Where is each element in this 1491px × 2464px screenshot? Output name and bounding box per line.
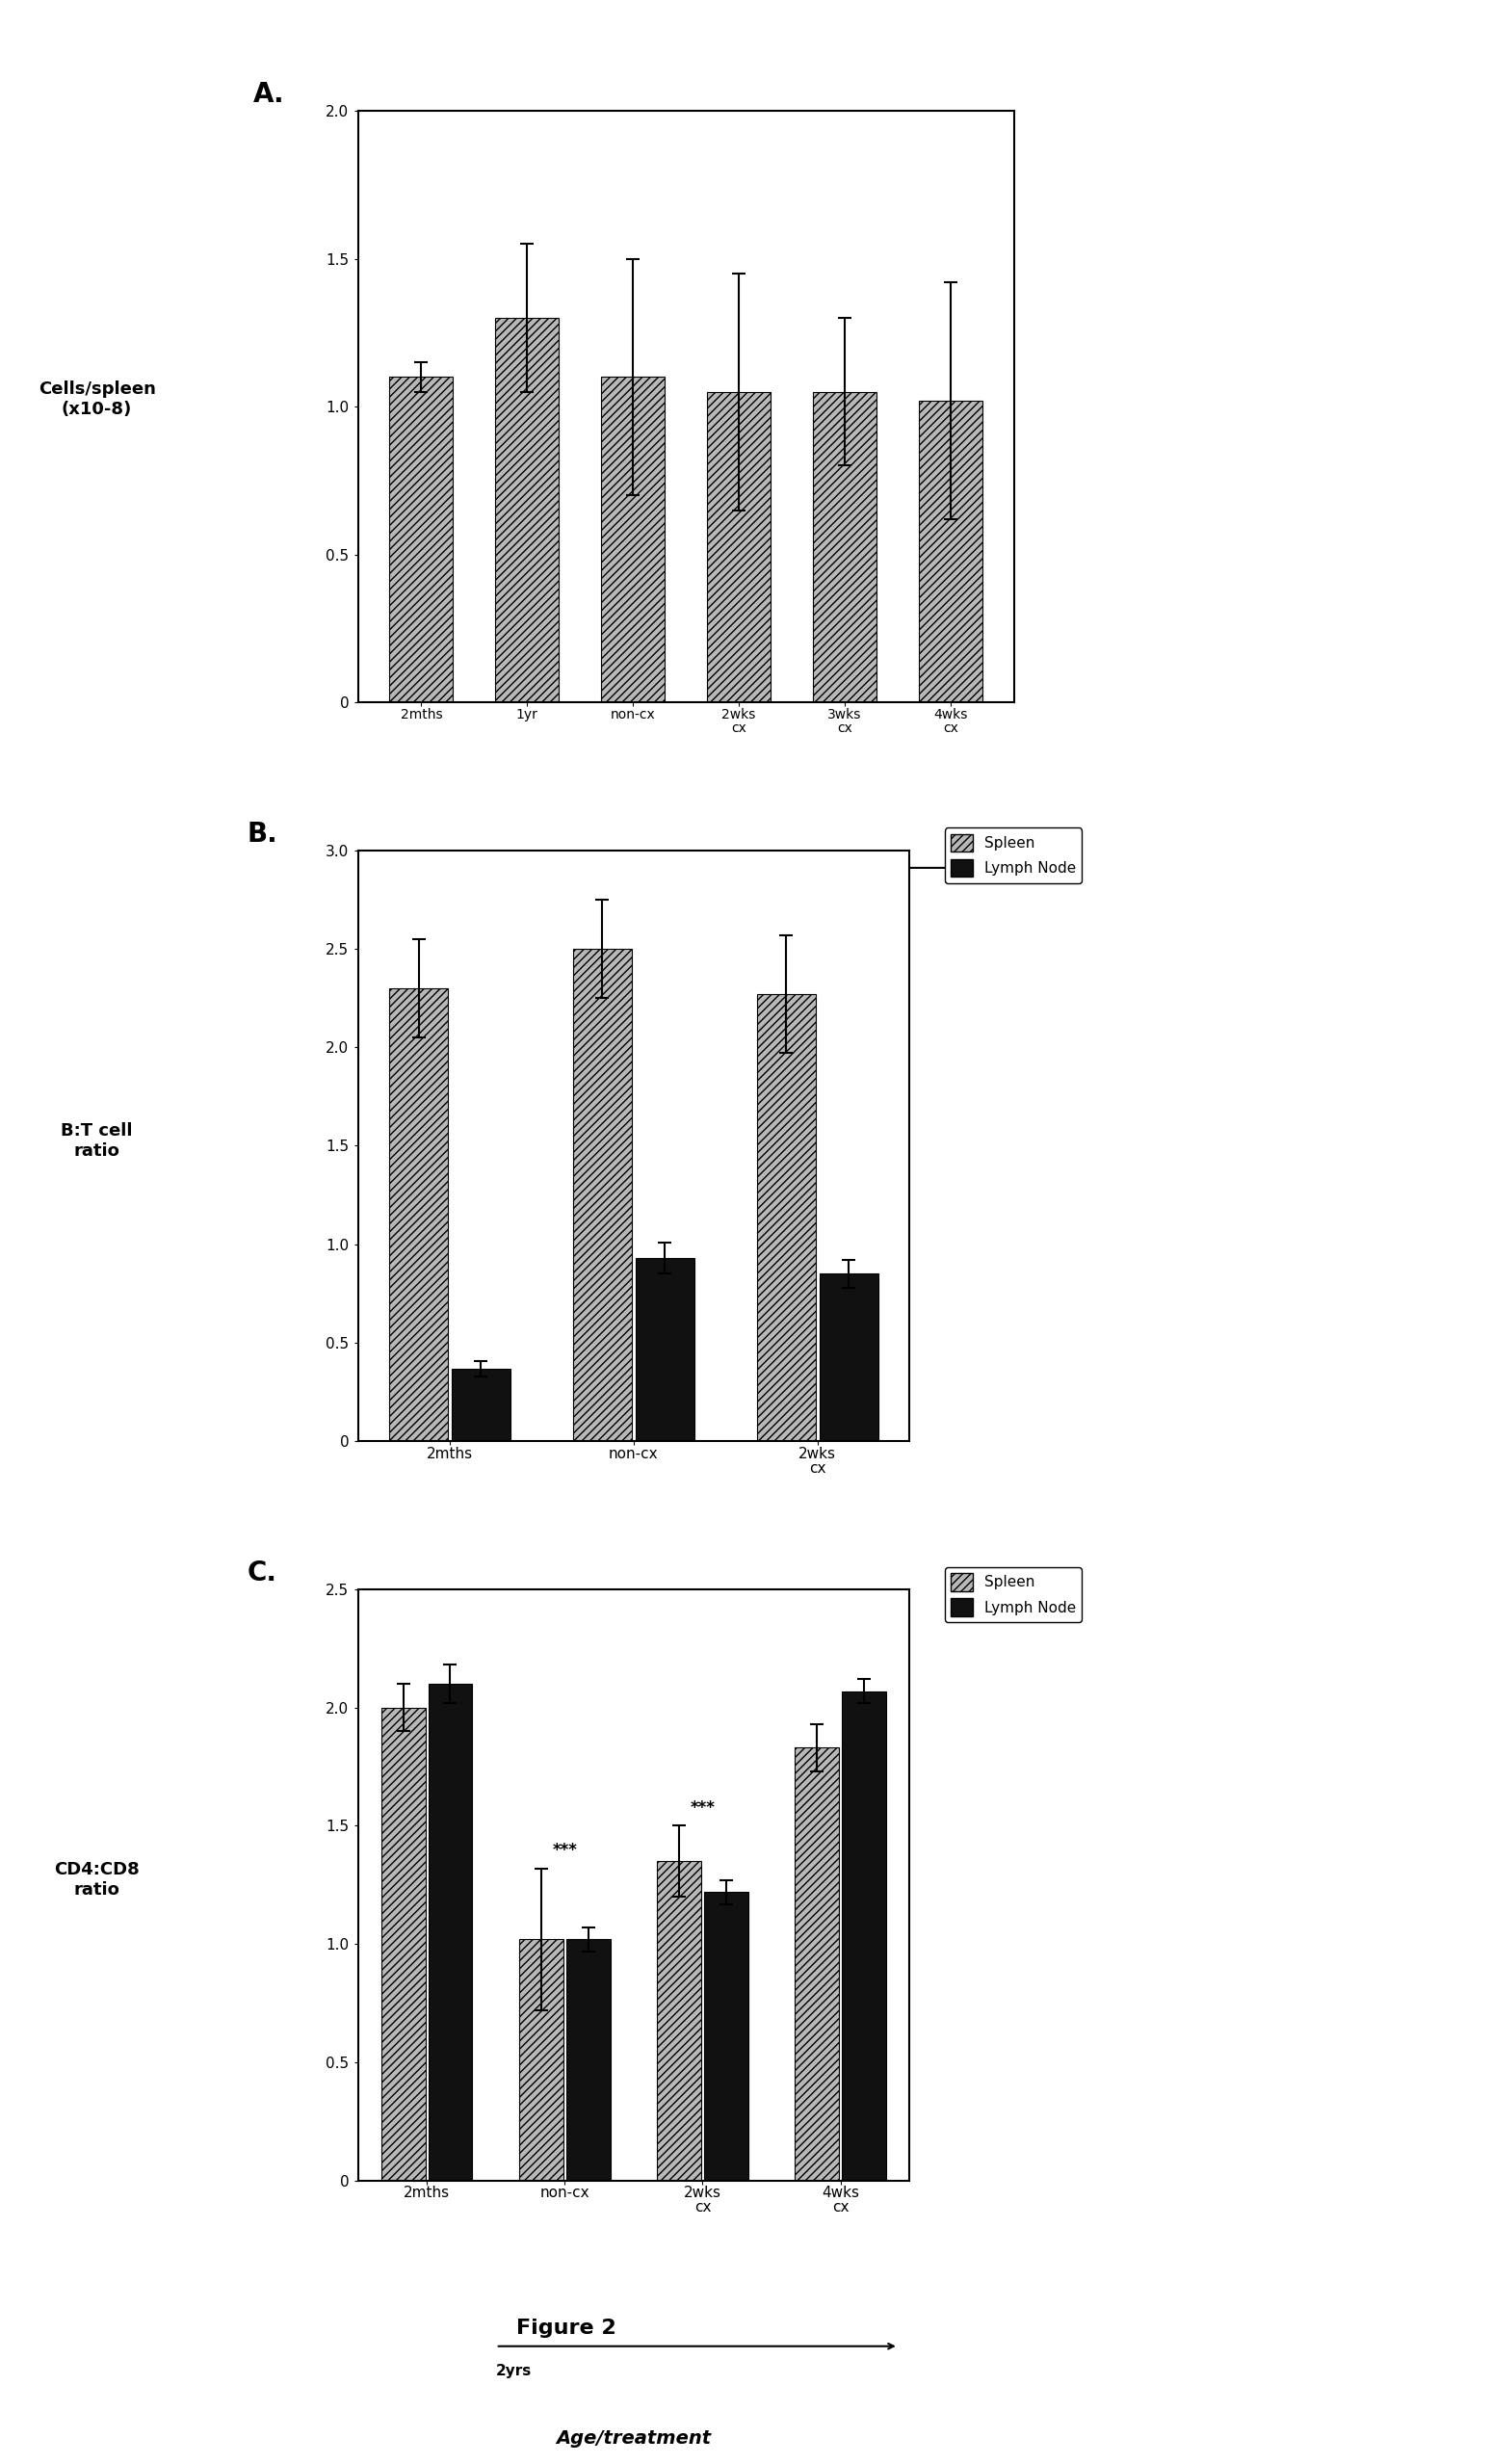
Bar	[813, 392, 877, 702]
Bar	[635, 1259, 695, 1441]
Text: C.: C.	[248, 1560, 277, 1587]
Bar	[757, 993, 816, 1441]
Bar	[820, 1274, 878, 1441]
Text: Cells/spleen
(x10-8): Cells/spleen (x10-8)	[39, 379, 155, 419]
Bar	[452, 1368, 510, 1441]
Legend: Spleen, Lymph Node: Spleen, Lymph Node	[944, 828, 1082, 882]
Legend: Spleen, Lymph Node: Spleen, Lymph Node	[944, 1567, 1082, 1621]
Text: Age/treatment: Age/treatment	[556, 2430, 711, 2447]
Text: B:T cell
ratio: B:T cell ratio	[61, 1121, 133, 1161]
Text: 2yrs: 2yrs	[607, 885, 643, 899]
Text: A.: A.	[253, 81, 285, 108]
Text: 2yrs: 2yrs	[523, 1624, 559, 1639]
Bar	[389, 988, 447, 1441]
Bar	[382, 1708, 425, 2181]
Text: Age/treatment: Age/treatment	[608, 951, 763, 968]
Bar	[658, 1860, 701, 2181]
Bar	[519, 1939, 564, 2181]
Bar	[573, 949, 632, 1441]
Text: Figure 2: Figure 2	[516, 2319, 617, 2338]
Bar	[707, 392, 771, 702]
Bar	[918, 402, 983, 702]
Text: ***: ***	[552, 1841, 577, 1858]
Text: ***: ***	[690, 1799, 716, 1816]
Bar	[601, 377, 665, 702]
Bar	[389, 377, 453, 702]
Text: 2yrs: 2yrs	[495, 2363, 532, 2378]
Bar	[495, 318, 559, 702]
Bar	[428, 1683, 473, 2181]
Bar	[795, 1747, 839, 2181]
Text: Age/treatment: Age/treatment	[556, 1690, 711, 1708]
Bar	[842, 1690, 886, 2181]
Bar	[567, 1939, 610, 2181]
Text: CD4:CD8
ratio: CD4:CD8 ratio	[54, 1860, 140, 1900]
Text: B.: B.	[248, 821, 279, 848]
Bar	[704, 1892, 748, 2181]
